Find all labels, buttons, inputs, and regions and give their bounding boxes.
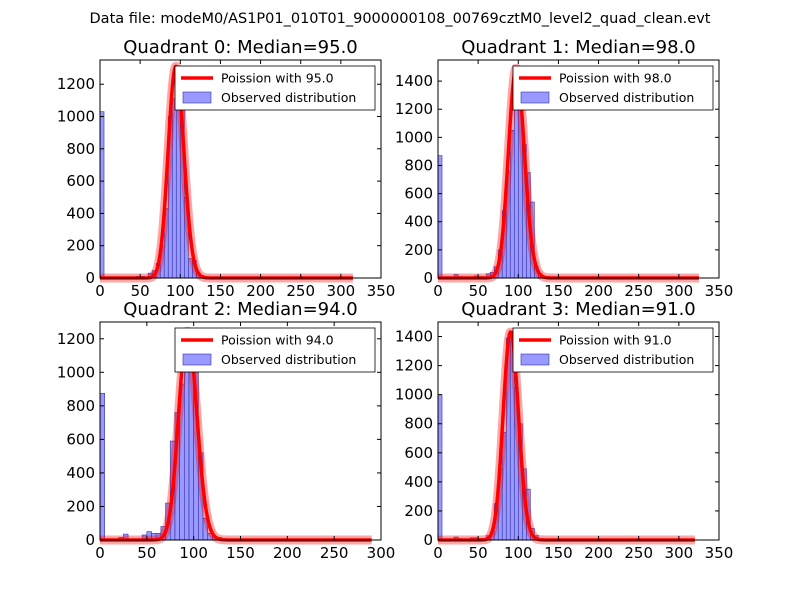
histogram-bar bbox=[437, 155, 443, 279]
x-tick-label: 300 bbox=[665, 282, 694, 300]
x-tick-label: 150 bbox=[544, 544, 573, 562]
legend-poisson-label: Poission with 94.0 bbox=[221, 333, 334, 348]
histogram-bar bbox=[99, 392, 105, 541]
legend-observed-label: Observed distribution bbox=[559, 352, 694, 367]
y-tick-label: 200 bbox=[66, 237, 95, 255]
y-tick-label: 200 bbox=[404, 241, 433, 259]
x-tick-label: 350 bbox=[705, 282, 734, 300]
y-tick-label: 800 bbox=[66, 397, 95, 415]
x-tick-label: 300 bbox=[367, 544, 396, 562]
y-tick-label: 1000 bbox=[57, 363, 95, 381]
y-tick-label: 200 bbox=[404, 502, 433, 520]
y-tick-label: 1200 bbox=[395, 357, 433, 375]
legend-poisson-label: Poission with 95.0 bbox=[221, 71, 334, 86]
legend-poisson-label: Poission with 98.0 bbox=[559, 71, 672, 86]
y-tick-label: 1400 bbox=[395, 328, 433, 346]
x-tick-label: 300 bbox=[665, 544, 694, 562]
chart-panel-3: Quadrant 3: Median=91.0 0 50 100 150 200 250 30… bbox=[395, 299, 734, 562]
y-tick-label: 0 bbox=[85, 269, 95, 287]
y-tick-label: 600 bbox=[66, 430, 95, 448]
y-tick-label: 400 bbox=[404, 473, 433, 491]
x-tick-label: 200 bbox=[584, 282, 613, 300]
y-tick-label: 0 bbox=[423, 531, 433, 549]
y-tick-label: 600 bbox=[404, 185, 433, 203]
x-tick-label: 150 bbox=[206, 282, 235, 300]
y-tick-label: 800 bbox=[404, 156, 433, 174]
axes-frame bbox=[437, 321, 720, 541]
legend-poisson-label: Poission with 91.0 bbox=[559, 333, 672, 348]
y-tick-label: 1400 bbox=[395, 72, 433, 90]
x-tick-label: 50 bbox=[137, 544, 156, 562]
x-tick-label: 350 bbox=[367, 282, 396, 300]
y-tick-label: 400 bbox=[66, 464, 95, 482]
x-tick-label: 250 bbox=[624, 544, 653, 562]
legend-observed-swatch bbox=[520, 353, 550, 366]
y-tick-label: 1000 bbox=[395, 386, 433, 404]
x-tick-label: 200 bbox=[584, 544, 613, 562]
legend-observed-swatch bbox=[182, 91, 212, 104]
y-tick-label: 1200 bbox=[57, 330, 95, 348]
x-tick-label: 200 bbox=[246, 282, 275, 300]
x-tick-label: 100 bbox=[504, 282, 533, 300]
y-tick-label: 200 bbox=[66, 497, 95, 515]
y-tick-label: 0 bbox=[423, 269, 433, 287]
x-tick-label: 0 bbox=[433, 282, 443, 300]
y-tick-label: 600 bbox=[404, 444, 433, 462]
legend-observed-label: Observed distribution bbox=[221, 90, 356, 105]
histogram-bar bbox=[513, 93, 519, 279]
x-tick-label: 50 bbox=[131, 282, 150, 300]
y-tick-label: 400 bbox=[404, 213, 433, 231]
axes-frame bbox=[99, 59, 382, 279]
chart-panel-1: Quadrant 1: Median=98.0 0 50 100 150 200 250 30… bbox=[395, 37, 734, 300]
x-tick-label: 100 bbox=[166, 282, 195, 300]
x-tick-label: 250 bbox=[624, 282, 653, 300]
x-tick-label: 350 bbox=[705, 544, 734, 562]
histogram-bar bbox=[99, 111, 105, 279]
x-tick-label: 150 bbox=[544, 282, 573, 300]
legend-observed-label: Observed distribution bbox=[221, 352, 356, 367]
x-tick-label: 50 bbox=[469, 282, 488, 300]
figure-suptitle: Data file: modeM0/AS1P01_010T01_90000001… bbox=[90, 11, 711, 27]
x-tick-label: 0 bbox=[433, 544, 443, 562]
panel-title: Quadrant 0: Median=95.0 bbox=[123, 37, 358, 58]
panel-title: Quadrant 3: Median=91.0 bbox=[461, 299, 696, 320]
histogram-bar bbox=[437, 394, 443, 541]
y-tick-label: 600 bbox=[66, 172, 95, 190]
panel-title: Quadrant 1: Median=98.0 bbox=[461, 37, 696, 58]
y-tick-label: 0 bbox=[85, 531, 95, 549]
y-tick-label: 400 bbox=[66, 204, 95, 222]
y-tick-label: 800 bbox=[66, 140, 95, 158]
y-tick-label: 1000 bbox=[57, 108, 95, 126]
y-tick-label: 800 bbox=[404, 415, 433, 433]
x-tick-label: 250 bbox=[286, 282, 315, 300]
x-tick-label: 150 bbox=[226, 544, 255, 562]
chart-panel-0: Quadrant 0: Median=95.0 0 50 100 150 200 250 30… bbox=[57, 37, 396, 300]
y-tick-label: 1200 bbox=[57, 75, 95, 93]
x-tick-label: 100 bbox=[504, 544, 533, 562]
x-tick-label: 250 bbox=[320, 544, 349, 562]
x-tick-label: 0 bbox=[95, 544, 105, 562]
axes-frame bbox=[437, 59, 720, 279]
x-tick-label: 100 bbox=[179, 544, 208, 562]
x-tick-label: 0 bbox=[95, 282, 105, 300]
panel-title: Quadrant 2: Median=94.0 bbox=[123, 299, 358, 320]
x-tick-label: 300 bbox=[327, 282, 356, 300]
legend-observed-label: Observed distribution bbox=[559, 90, 694, 105]
legend-observed-swatch bbox=[182, 353, 212, 366]
y-tick-label: 1200 bbox=[395, 100, 433, 118]
x-tick-label: 50 bbox=[469, 544, 488, 562]
chart-panel-2: Quadrant 2: Median=94.0 0 50 100 150 200 250 30… bbox=[57, 299, 396, 562]
legend-observed-swatch bbox=[520, 91, 550, 104]
x-tick-label: 200 bbox=[273, 544, 302, 562]
y-tick-label: 1000 bbox=[395, 128, 433, 146]
